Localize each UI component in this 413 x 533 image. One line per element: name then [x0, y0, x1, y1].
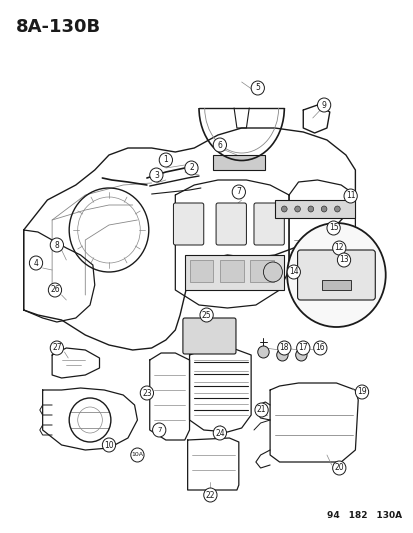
Text: 13: 13 [338, 255, 348, 264]
Circle shape [257, 346, 268, 358]
FancyBboxPatch shape [183, 318, 235, 354]
Bar [219, 260, 243, 282]
Text: 11: 11 [345, 191, 354, 200]
Text: 18: 18 [279, 343, 288, 352]
Text: 5: 5 [255, 84, 260, 93]
Text: 25: 25 [201, 311, 211, 319]
Circle shape [295, 349, 306, 361]
Bar [274, 200, 354, 218]
FancyBboxPatch shape [216, 203, 246, 245]
Circle shape [48, 283, 62, 297]
Circle shape [317, 98, 330, 112]
Bar [184, 255, 284, 290]
Text: 6: 6 [217, 141, 222, 149]
Bar [312, 253, 340, 265]
Bar [189, 260, 213, 282]
Text: 26: 26 [50, 286, 59, 295]
Bar [249, 260, 273, 282]
Text: 27: 27 [52, 343, 62, 352]
Circle shape [337, 253, 350, 267]
Text: 20: 20 [334, 464, 343, 472]
Circle shape [131, 448, 144, 462]
Text: 21: 21 [256, 406, 266, 415]
Circle shape [213, 426, 226, 440]
Circle shape [251, 81, 264, 95]
Bar [213, 155, 265, 170]
Circle shape [294, 206, 300, 212]
Circle shape [307, 206, 313, 212]
Circle shape [203, 488, 216, 502]
Text: 7: 7 [157, 427, 161, 433]
FancyBboxPatch shape [173, 203, 203, 245]
Text: 10A: 10A [131, 453, 143, 457]
Text: 7: 7 [236, 188, 241, 197]
Circle shape [50, 341, 63, 355]
Text: 1: 1 [163, 156, 168, 165]
Circle shape [343, 189, 356, 203]
Text: 23: 23 [142, 389, 151, 398]
Circle shape [263, 262, 282, 282]
Text: 9: 9 [321, 101, 326, 109]
Circle shape [332, 241, 345, 255]
Circle shape [50, 238, 63, 252]
FancyBboxPatch shape [297, 250, 375, 300]
Text: 19: 19 [356, 387, 366, 397]
Circle shape [287, 265, 300, 279]
Circle shape [276, 349, 287, 361]
Circle shape [184, 161, 197, 175]
Text: 2: 2 [189, 164, 193, 173]
Circle shape [277, 341, 290, 355]
FancyBboxPatch shape [253, 203, 284, 245]
Text: 16: 16 [315, 343, 324, 352]
Circle shape [159, 153, 172, 167]
Circle shape [140, 386, 153, 400]
Text: 24: 24 [214, 429, 224, 438]
Bar [321, 280, 350, 290]
Circle shape [29, 256, 43, 270]
Text: 22: 22 [205, 490, 215, 499]
Circle shape [296, 341, 309, 355]
Circle shape [152, 423, 166, 437]
Circle shape [320, 206, 326, 212]
Circle shape [354, 385, 368, 399]
Circle shape [332, 461, 345, 475]
Text: 17: 17 [298, 343, 307, 352]
Circle shape [150, 168, 163, 182]
Circle shape [254, 403, 268, 417]
Text: 12: 12 [334, 244, 343, 253]
Circle shape [213, 138, 226, 152]
Circle shape [199, 308, 213, 322]
Circle shape [102, 438, 115, 452]
Text: 94 182 130A: 94 182 130A [326, 511, 401, 520]
Circle shape [287, 223, 385, 327]
Text: 14: 14 [288, 268, 298, 277]
Circle shape [232, 185, 245, 199]
Text: 8: 8 [55, 240, 59, 249]
Text: 8A-130B: 8A-130B [16, 18, 101, 36]
Circle shape [281, 206, 287, 212]
Circle shape [334, 206, 339, 212]
Text: 10: 10 [104, 440, 114, 449]
Circle shape [313, 341, 326, 355]
Text: 3: 3 [154, 171, 159, 180]
Text: 4: 4 [33, 259, 38, 268]
Circle shape [326, 221, 339, 235]
Text: 15: 15 [328, 223, 337, 232]
